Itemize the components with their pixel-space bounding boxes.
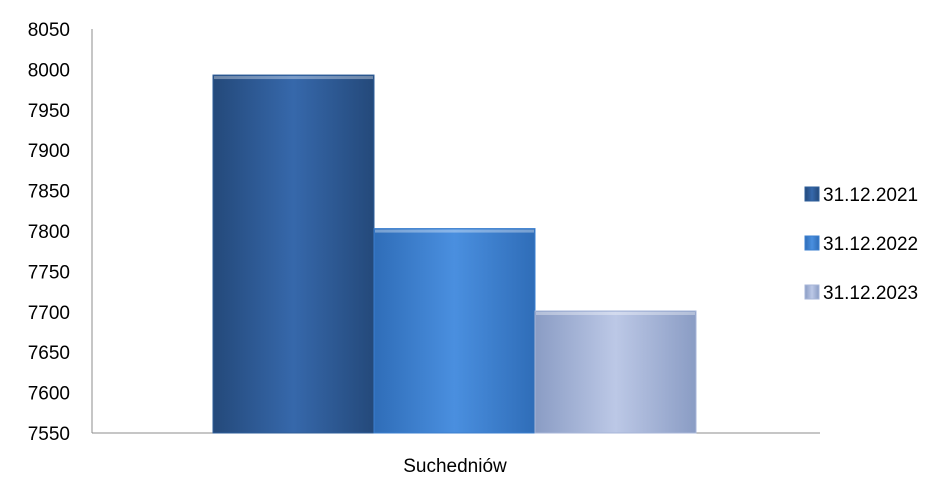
legend-label: 31.12.2023 [823,283,918,304]
bar-top-highlight [214,76,373,80]
y-tick-label: 7950 [28,101,70,122]
legend-label: 31.12.2021 [823,185,918,206]
y-tick-label: 7550 [28,424,70,445]
bar-top-highlight [536,311,695,315]
y-tick-label: 7700 [28,303,70,324]
legend-label: 31.12.2022 [823,234,918,255]
y-tick-label: 7650 [28,343,70,364]
bars [212,74,697,434]
legend-swatch [804,186,820,202]
y-tick-label: 7850 [28,182,70,203]
bar-31.12.2023 [534,310,697,434]
legend-swatch [804,284,820,300]
bar-top-highlight [375,229,534,233]
legend-swatch [804,235,820,251]
y-tick-label: 7800 [28,222,70,243]
y-tick-label: 7750 [28,262,70,283]
x-category-label: Suchedniów [403,456,507,477]
y-axis-tick-labels: 7550 7600 7650 7700 7750 7800 7850 7900 7950 8000… [28,20,70,445]
legend: 31.12.2021 31.12.2022 31.12.2023 [804,185,918,304]
y-tick-label: 8000 [28,60,70,81]
y-tick-label: 7900 [28,141,70,162]
bar-31.12.2022 [373,228,536,434]
y-tick-label: 7600 [28,384,70,405]
bar-31.12.2021 [212,74,375,434]
y-tick-label: 8050 [28,20,70,41]
